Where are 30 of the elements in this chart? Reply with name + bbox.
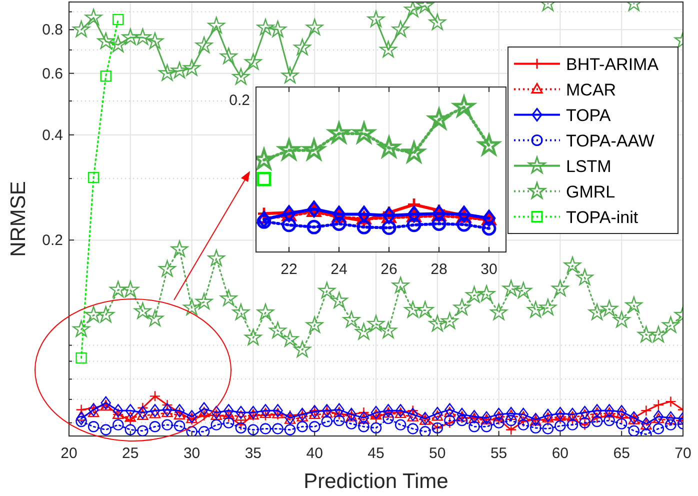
legend-label: LSTM xyxy=(566,156,612,176)
x-tick-label: 50 xyxy=(429,445,446,462)
legend-label: TOPA-init xyxy=(566,208,638,227)
x-tick-label: 28 xyxy=(430,261,448,278)
y-tick-label: 0.6 xyxy=(42,65,63,82)
x-tick-label: 55 xyxy=(490,445,508,462)
x-tick-label: 30 xyxy=(480,261,498,278)
x-tick-label: 70 xyxy=(674,445,692,462)
x-tick-label: 40 xyxy=(306,445,323,462)
x-tick-label: 65 xyxy=(613,445,630,462)
legend-label: TOPA xyxy=(566,106,612,125)
x-tick-label: 30 xyxy=(183,445,200,462)
x-tick-label: 45 xyxy=(368,445,384,462)
y-tick-label: 0.8 xyxy=(42,22,63,39)
y-tick-label: 0.4 xyxy=(42,126,63,144)
legend-label: GMRL xyxy=(566,182,616,202)
x-tick-label: 26 xyxy=(380,261,398,278)
y-tick-label: 0.2 xyxy=(42,232,63,250)
y-axis-title: NRMSE xyxy=(7,181,30,257)
x-axis-title: Prediction Time xyxy=(304,470,448,493)
x-tick-label: 25 xyxy=(122,445,139,462)
x-tick-label: 22 xyxy=(280,261,298,278)
legend-label: MCAR xyxy=(566,80,616,100)
annotation: 0.2 xyxy=(229,92,250,109)
x-tick-label: 60 xyxy=(552,445,569,462)
x-tick-label: 24 xyxy=(330,261,348,278)
legend-label: TOPA-AAW xyxy=(566,131,654,150)
legend-label: BHT-ARIMA xyxy=(566,54,660,74)
x-tick-label: 35 xyxy=(244,445,262,462)
x-tick-label: 20 xyxy=(60,445,78,462)
